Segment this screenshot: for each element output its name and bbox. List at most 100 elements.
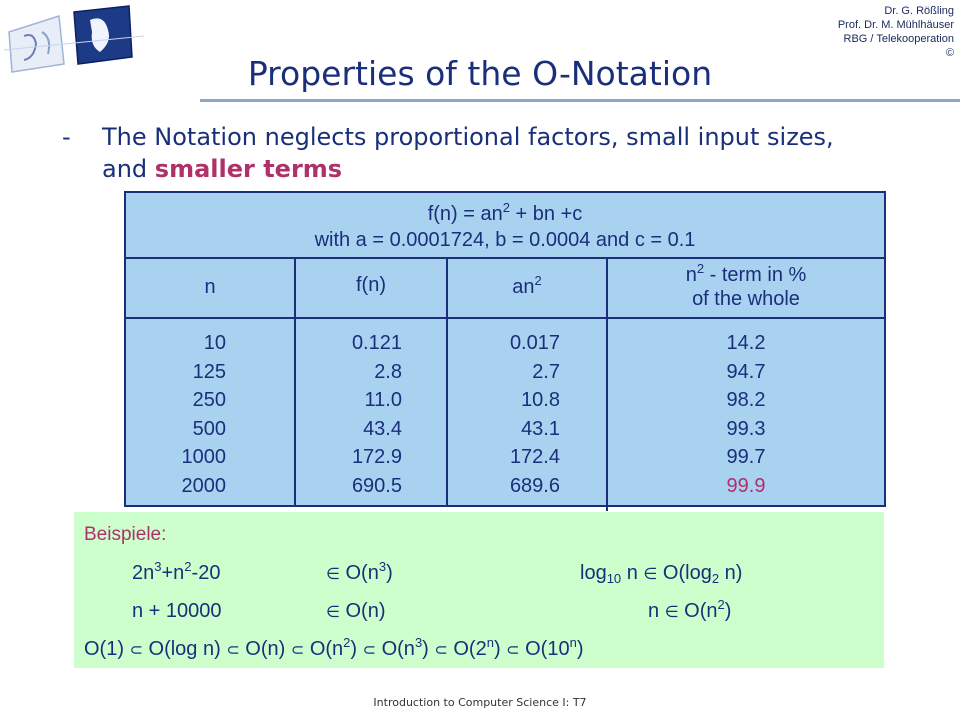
subscript: 10: [606, 571, 622, 586]
header-pct-line-2: of the whole: [692, 288, 800, 310]
cell: 172.9: [351, 446, 402, 469]
header-fn: f(n): [356, 274, 386, 296]
term: ): [576, 638, 584, 660]
term: ): [422, 638, 435, 660]
exponent: 2: [184, 559, 192, 574]
term: n: [621, 562, 644, 584]
term: ): [493, 638, 507, 660]
cell: 99.3: [726, 417, 766, 440]
subset-icon: ⊂: [506, 640, 520, 659]
exponent: 2: [717, 597, 725, 612]
exponent: 3: [378, 559, 387, 574]
credit-line: Prof. Dr. M. Mühlhäuser: [837, 19, 954, 31]
cell: 689.6: [509, 474, 560, 497]
subscript: 2: [711, 571, 720, 586]
bullet-text: The Notation neglects proportional facto…: [102, 121, 862, 185]
header-n: n: [204, 276, 216, 298]
cell: 14.2: [726, 332, 766, 354]
subset-icon: ⊂: [129, 640, 143, 659]
cell: 0.017: [509, 332, 560, 354]
subset-icon: ⊂: [226, 640, 240, 659]
column-divider: [446, 257, 448, 505]
term: O(n: [678, 600, 718, 622]
cell: 250: [192, 389, 226, 412]
header-pct-rest: - term in %: [704, 264, 807, 286]
cell: 2.8: [374, 360, 402, 383]
bullet-highlight: smaller terms: [154, 155, 343, 183]
example-1-right: log10 n ∈ O(log2 n): [580, 562, 742, 585]
header-an2-base: an: [512, 276, 535, 298]
formula-line-1: f(n) = an2 + bn +c: [126, 201, 884, 227]
cell-highlight: 99.9: [726, 474, 766, 497]
subset-icon: ⊂: [362, 640, 377, 659]
element-of-icon: ∈: [326, 564, 340, 583]
cell: 99.7: [726, 446, 766, 469]
example-2-left: n + 10000: [132, 600, 222, 622]
exponent: 3: [154, 559, 162, 574]
bullet-body: The Notation neglects proportional facto…: [102, 123, 834, 183]
column-pct: 14.2 94.7 98.2 99.3 99.7 99.9: [608, 329, 884, 501]
logo-icon: [4, 2, 144, 77]
subset-icon: ⊂: [434, 640, 448, 659]
term: n: [648, 600, 665, 622]
cell: 11.0: [364, 389, 402, 412]
exponent: n: [486, 635, 494, 650]
term: O(n: [376, 638, 415, 660]
cell: 690.5: [351, 474, 402, 497]
complexity-chain: O(1) ⊂ O(log n) ⊂ O(n) ⊂ O(n2) ⊂ O(n3) ⊂…: [84, 635, 584, 661]
formula-part: + bn +c: [510, 203, 583, 225]
formula: f(n) = an2 + bn +c with a = 0.0001724, b…: [126, 201, 884, 253]
term: O(2: [447, 638, 487, 660]
term: 2n: [132, 562, 155, 584]
header-an2-exponent: 2: [534, 273, 542, 288]
page-title: Properties of the O-Notation: [247, 54, 713, 93]
term: ): [350, 638, 363, 660]
examples-label: Beispiele:: [84, 524, 167, 545]
column-an2: 0.017 2.7 10.8 43.1 172.4 689.6: [448, 329, 560, 501]
element-of-icon: ∈: [326, 602, 340, 621]
cell: 43.1: [521, 417, 560, 440]
formula-part: f(n) = an: [427, 203, 503, 225]
term: log: [580, 562, 607, 584]
term: O(n: [304, 638, 344, 660]
credit-line: ©: [945, 47, 954, 59]
bullet-dash: -: [62, 123, 71, 151]
cell: 10: [203, 332, 226, 354]
header-pct-base: n: [685, 264, 697, 286]
cell: 1000: [181, 446, 227, 469]
element-of-icon: ∈: [643, 564, 658, 583]
cell: 500: [192, 417, 226, 440]
term: +n: [161, 562, 185, 584]
header-pct-line-1: n2 - term in %: [608, 262, 884, 287]
cell: 0.121: [351, 332, 402, 354]
cell: 172.4: [509, 446, 560, 469]
term: ): [724, 600, 732, 622]
element-of-icon: ∈: [664, 602, 679, 621]
cell: 43.4: [363, 417, 402, 440]
exponent: 2: [343, 635, 351, 650]
column-fn: 0.121 2.8 11.0 43.4 172.9 690.5: [296, 329, 402, 501]
term: n): [719, 562, 743, 584]
column-divider: [294, 257, 296, 505]
cell: 10.8: [521, 389, 560, 412]
credits: Dr. G. Rößling Prof. Dr. M. Mühlhäuser R…: [838, 4, 954, 60]
term: ): [386, 562, 393, 584]
credit-line: Dr. G. Rößling: [884, 5, 954, 17]
cell: 2000: [181, 474, 227, 497]
header-an2: an2: [448, 273, 606, 299]
credit-line: RBG / Telekooperation: [843, 33, 954, 45]
term: O(10: [519, 638, 570, 660]
example-1-left: 2n3+n2-20: [132, 559, 221, 585]
term: O(n): [239, 638, 291, 660]
cell: 94.7: [726, 360, 766, 383]
exponent: 3: [414, 635, 423, 650]
term: -20: [191, 562, 221, 584]
table-divider: [126, 257, 884, 259]
cell: 125: [192, 360, 226, 383]
term: O(n: [345, 562, 379, 584]
term: O(1): [84, 638, 130, 660]
exponent: n: [569, 635, 577, 650]
formula-line-2: with a = 0.0001724, b = 0.0004 and c = 0…: [314, 229, 696, 251]
example-2-mid: ∈ O(n): [326, 600, 386, 623]
term: O(log: [657, 562, 712, 584]
